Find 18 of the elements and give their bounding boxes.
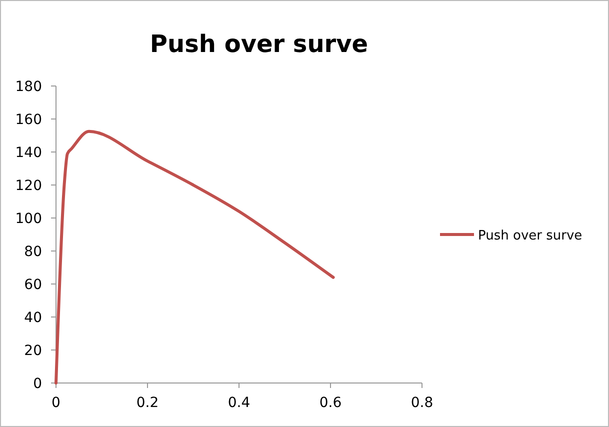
x-tick-label: 0.2 [136, 395, 159, 411]
line-series [54, 130, 335, 384]
x-tick-label: 0.8 [410, 395, 434, 411]
chart-title: Push over surve [150, 30, 368, 58]
y-tick-label: 120 [15, 178, 42, 194]
y-tick-label: 160 [15, 112, 42, 128]
y-tick-label: 100 [15, 211, 42, 227]
y-tick-label: 40 [24, 310, 42, 326]
x-tick-label: 0.4 [228, 395, 250, 411]
legend-label: Push over surve [478, 228, 582, 244]
y-tick-label: 0 [33, 376, 42, 392]
y-tick-label: 20 [24, 343, 42, 359]
y-tick-label: 80 [24, 244, 42, 260]
y-tick-label: 60 [24, 277, 42, 293]
x-tick-label: 0 [52, 395, 60, 411]
y-tick-label: 180 [15, 79, 42, 95]
y-tick-label: 140 [15, 145, 42, 161]
x-tick-label: 0.6 [319, 395, 342, 411]
